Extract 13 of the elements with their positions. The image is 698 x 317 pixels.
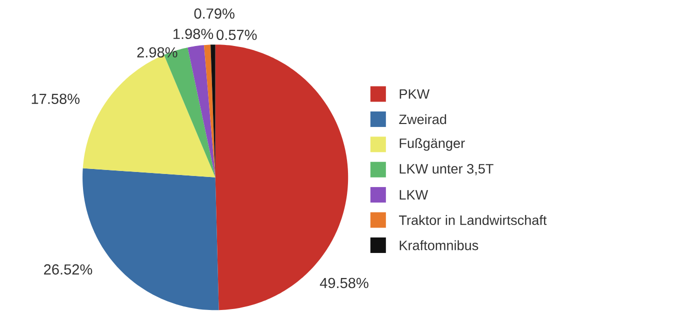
legend-label: Zweirad <box>399 114 446 124</box>
data-label: 1.98% <box>174 28 214 40</box>
data-label: 49.58% <box>320 278 368 288</box>
legend-label: LKW <box>400 190 428 200</box>
data-label: 0.57% <box>216 30 257 40</box>
legend-label: PKW <box>400 89 430 99</box>
data-label: 17.58% <box>32 94 80 104</box>
legend-label: Kraftomnibus <box>400 240 478 250</box>
legend-label: Fußgänger <box>400 138 465 151</box>
data-label: 26.52% <box>44 264 92 275</box>
data-label: 0.79% <box>194 8 234 19</box>
legend-label: Traktor in Landwirtschaft <box>399 215 547 226</box>
legend-label: LKW unter 3,5T <box>400 164 494 176</box>
